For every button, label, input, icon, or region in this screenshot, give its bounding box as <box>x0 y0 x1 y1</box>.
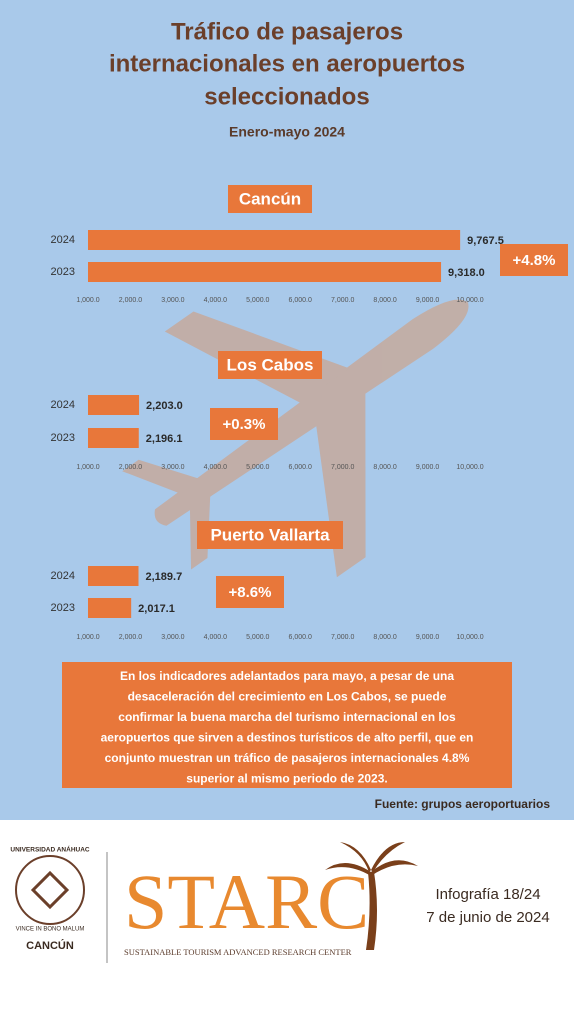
category-label: 2023 <box>51 432 75 444</box>
annotation: +4.8% <box>513 252 556 269</box>
x-tick-label: 4,000.0 <box>204 464 227 471</box>
value-label: 9,318.0 <box>448 267 485 279</box>
x-tick-label: 2,000.0 <box>119 297 142 304</box>
value-label: 2,017.1 <box>138 603 175 615</box>
category-label: 2024 <box>51 399 75 411</box>
x-tick-label: 2,000.0 <box>119 464 142 471</box>
x-tick-label: 7,000.0 <box>331 634 354 641</box>
bar <box>88 598 132 618</box>
x-tick-label: 4,000.0 <box>204 634 227 641</box>
brand-subtitle: SUSTAINABLE TOURISM ADVANCED RESEARCH CE… <box>124 947 352 957</box>
university-logo: UNIVERSIDAD ANÁHUAC VINCE IN BONO MALUM … <box>10 845 90 952</box>
annotation: +0.3% <box>223 416 266 433</box>
note-line: confirmar la buena marcha del turismo in… <box>118 710 456 724</box>
title-line: internacionales en aeropuertos <box>109 50 465 77</box>
chart-title-box <box>197 521 343 549</box>
bar <box>88 262 442 282</box>
x-tick-label: 4,000.0 <box>204 297 227 304</box>
value-label: 2,203.0 <box>146 400 183 412</box>
x-tick-label: 9,000.0 <box>416 634 439 641</box>
x-tick-label: 5,000.0 <box>246 464 269 471</box>
brand: STARC <box>124 858 369 945</box>
x-tick-label: 2,000.0 <box>119 634 142 641</box>
x-tick-label: 8,000.0 <box>373 634 396 641</box>
university-motto: VINCE IN BONO MALUM <box>16 927 85 933</box>
note: En los indicadores adelantados para mayo… <box>101 669 474 786</box>
footer-background <box>0 820 574 1024</box>
note-line: conjunto muestran un tráfico de pasajero… <box>105 751 470 765</box>
subtitle: Enero-mayo 2024 <box>229 124 345 140</box>
category-label: 2023 <box>51 266 75 278</box>
value-label: 2,189.7 <box>145 571 182 583</box>
chart-title-box <box>218 351 322 379</box>
note-line: aeropuertos que sirven a destinos turíst… <box>101 731 474 745</box>
x-tick-label: 5,000.0 <box>246 297 269 304</box>
x-tick-label: 9,000.0 <box>416 464 439 471</box>
airplane-silhouette <box>122 299 469 578</box>
x-tick-label: 7,000.0 <box>331 297 354 304</box>
x-tick-label: 6,000.0 <box>289 297 312 304</box>
x-tick-label: 1,000.0 <box>76 297 99 304</box>
value-label: 2,196.1 <box>146 433 183 445</box>
date: 7 de junio de 2024 <box>426 909 549 926</box>
university-name: UNIVERSIDAD ANÁHUAC <box>10 845 90 854</box>
x-tick-label: 6,000.0 <box>289 634 312 641</box>
x-tick-label: 3,000.0 <box>161 634 184 641</box>
campus: CANCÚN <box>26 939 74 952</box>
x-tick-label: 1,000.0 <box>76 464 99 471</box>
x-tick-label: 1,000.0 <box>76 634 99 641</box>
x-tick-label: 7,000.0 <box>331 464 354 471</box>
bar <box>88 428 139 448</box>
category-label: 2024 <box>51 570 75 582</box>
note-box <box>62 662 512 788</box>
x-tick-label: 10,000.0 <box>456 634 483 641</box>
note-line: En los indicadores adelantados para mayo… <box>120 669 454 683</box>
annotation-box <box>210 408 278 440</box>
value-label: 9,767.5 <box>467 235 504 247</box>
title-line: Tráfico de pasajeros <box>171 18 403 45</box>
chart-title: Cancún <box>239 189 301 208</box>
x-tick-label: 8,000.0 <box>373 464 396 471</box>
source: Fuente: grupos aeroportuarios <box>375 797 551 811</box>
title-line: seleccionados <box>204 83 369 110</box>
bar <box>88 230 461 250</box>
category-label: 2024 <box>51 234 75 246</box>
x-tick-label: 10,000.0 <box>456 464 483 471</box>
note-line: superior al mismo periodo de 2023. <box>186 772 387 786</box>
x-tick-label: 3,000.0 <box>161 464 184 471</box>
x-tick-label: 9,000.0 <box>416 297 439 304</box>
issue: Infografía 18/24 <box>435 886 540 903</box>
bar <box>88 566 139 586</box>
annotation: +8.6% <box>229 584 272 601</box>
annotation-box <box>500 244 568 276</box>
x-tick-label: 6,000.0 <box>289 464 312 471</box>
x-tick-label: 5,000.0 <box>246 634 269 641</box>
chart-title-box <box>228 185 312 213</box>
chart-title: Puerto Vallarta <box>210 525 330 544</box>
bar <box>88 395 140 415</box>
x-tick-label: 10,000.0 <box>456 297 483 304</box>
x-tick-label: 8,000.0 <box>373 297 396 304</box>
chart-title: Los Cabos <box>227 355 314 374</box>
annotation-box <box>216 576 284 608</box>
palm-tree <box>325 842 418 950</box>
x-tick-label: 3,000.0 <box>161 297 184 304</box>
category-label: 2023 <box>51 602 75 614</box>
note-line: desaceleración del crecimiento en Los Ca… <box>128 690 447 704</box>
